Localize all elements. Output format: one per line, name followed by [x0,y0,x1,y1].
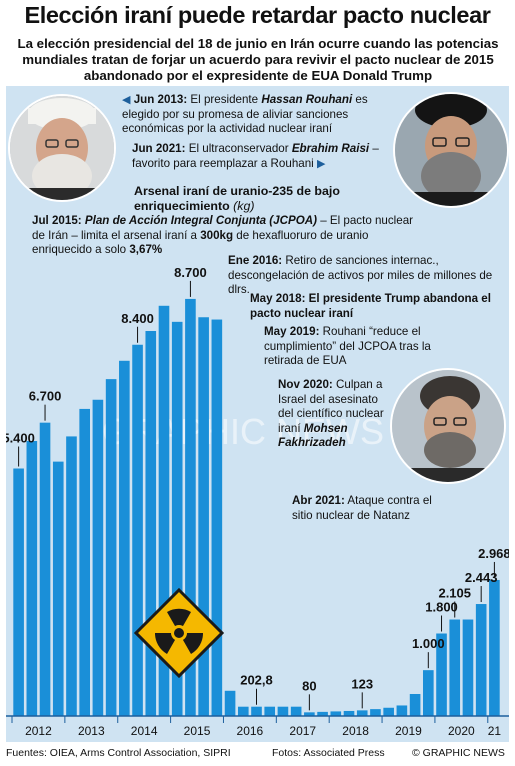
data-label: 8.700 [174,265,207,280]
x-tick-label: 2012 [25,724,52,738]
note-arsenal: Arsenal iraní de uranio-235 de bajo enri… [134,184,340,213]
bar [13,468,24,716]
bar [237,706,249,716]
bar [92,399,104,716]
fakhrizadeh-photo [390,368,506,484]
bar [277,706,289,716]
bar [330,711,342,716]
data-label: 2.105 [438,586,471,601]
x-tick-label: 2018 [342,724,369,738]
bar [39,422,51,716]
x-tick-label: 2014 [131,724,158,738]
bar [489,579,500,716]
page-subtitle: La elección presidencial del 18 de junio… [17,36,499,83]
bar [79,408,90,716]
bar [224,690,236,716]
bar [171,321,183,716]
bar [370,709,381,716]
data-label: 8.400 [121,311,154,326]
bar [198,317,209,716]
x-tick-label: 2019 [395,724,422,738]
footer-sources: Fuentes: OIEA, Arms Control Association,… [6,747,231,759]
pointer-left-icon: ◀ [122,94,131,106]
bar [317,711,328,716]
x-tick-label: 2013 [78,724,105,738]
data-label: 2.443 [465,570,498,585]
bar [145,331,157,716]
bar [356,710,368,716]
data-label: 80 [302,678,316,693]
bar [449,619,461,716]
bar [475,604,487,716]
bar [132,344,143,716]
chart-panel: GRAPHIC NEWS 2012 2013 2014 2015 2016 2017 2018… [6,86,509,742]
note-ene-2016: Ene 2016: Retiro de sanciones internac.,… [228,254,493,296]
bar [436,633,447,716]
pointer-right-icon: ▶ [316,157,326,170]
bar [251,706,262,716]
bar [119,360,130,716]
rouhani-photo [8,94,116,202]
x-tick-label: 2016 [237,724,264,738]
x-tick-label: 21 [488,724,502,738]
note-may-2018: May 2018: El presidente Trump abandona e… [250,292,491,320]
bar [264,706,276,716]
bar [396,705,408,716]
bar [66,436,77,716]
note-jul-2015: Jul 2015: Plan de Acción Integral Conjun… [32,214,414,256]
bar [185,298,196,716]
note-abr-2021: Abr 2021: Ataque contra el sitio nuclear… [292,494,432,522]
bar [158,305,170,716]
bar [304,712,315,716]
bar [383,707,394,716]
data-label: 202,8 [240,673,273,688]
bar [105,379,117,716]
bar [423,670,434,716]
radiation-warning-icon [133,587,225,683]
raisi-portrait-icon [395,94,507,206]
note-jun-2021: Jun 2021: El ultraconservador Ebrahim Ra… [132,142,379,170]
data-label: 123 [351,676,373,691]
data-label: 5.400 [6,431,35,446]
bar [409,694,421,716]
x-tick-label: 2017 [289,724,316,738]
x-tick-label: 2020 [448,724,475,738]
bar [462,619,474,716]
bar [211,319,223,716]
note-may-2019: May 2019: Rouhani “reduce el cumplimient… [264,325,431,367]
raisi-photo [393,92,509,208]
data-label: 1.000 [412,636,445,651]
rouhani-portrait-icon [10,96,114,200]
data-label: 2.968 [478,546,509,561]
note-nov-2020: Nov 2020: Culpan a Israel del asesinato … [278,378,384,449]
x-tick-label: 2015 [184,724,211,738]
fakhrizadeh-portrait-icon [392,370,504,482]
page-title: Elección iraní puede retardar pacto nucl… [24,2,491,28]
footer-credit: © GRAPHIC NEWS [412,747,505,759]
data-label: 6.700 [29,389,62,404]
bar [343,710,355,716]
note-jun-2013: ◀ Jun 2013: El presidente Hassan Rouhani… [122,93,368,135]
bar [52,461,64,716]
footer-photos: Fotos: Associated Press [272,747,385,759]
bar [26,441,38,716]
bar [290,706,302,716]
data-label: 1.800 [425,600,458,615]
